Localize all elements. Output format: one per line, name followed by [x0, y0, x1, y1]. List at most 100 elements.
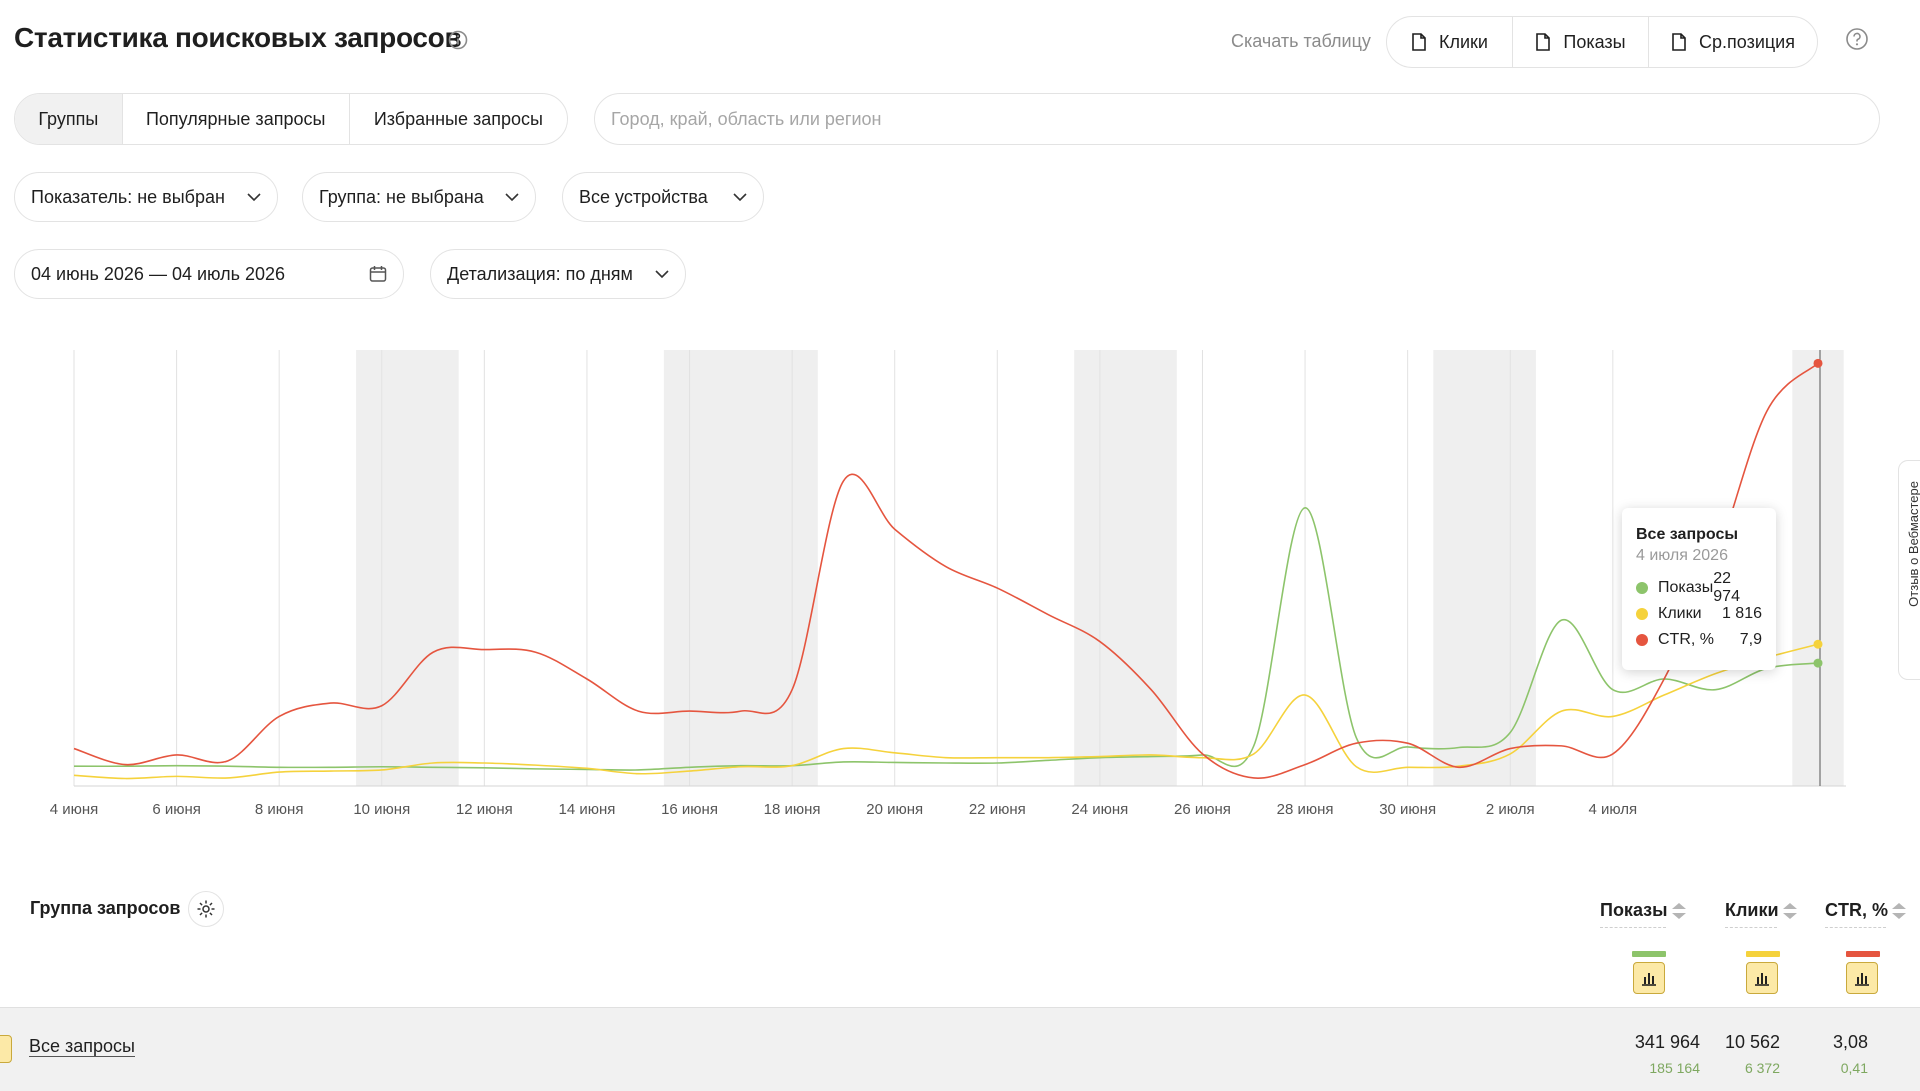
- download-position-label: Ср.позиция: [1699, 31, 1795, 52]
- table-settings-button[interactable]: [188, 891, 224, 927]
- x-tick-label: 24 июня: [1071, 801, 1128, 818]
- tab-favorite-queries[interactable]: Избранные запросы: [373, 108, 543, 129]
- row-shows-value: 341 964: [1634, 1032, 1700, 1052]
- x-tick-label: 2 июля: [1486, 801, 1535, 818]
- region-search-input[interactable]: [594, 93, 1880, 145]
- x-tick-label: 26 июня: [1174, 801, 1231, 818]
- table-row: Все запросы 341 964 185 164 10 562 6 372…: [0, 1007, 1920, 1091]
- gear-icon: [197, 900, 215, 918]
- x-tick-label: 8 июня: [255, 801, 304, 818]
- bar-chart-icon: [1855, 973, 1869, 986]
- shows-line: [73, 506, 1819, 771]
- shows-point: [1813, 658, 1823, 668]
- shows-chart-toggle[interactable]: [1633, 962, 1665, 994]
- detail-dropdown-label: Детализация: по дням: [447, 263, 633, 284]
- clicks-chart-toggle[interactable]: [1746, 962, 1778, 994]
- x-tick-label: 6 июня: [152, 801, 201, 818]
- bar-chart-icon: [1642, 973, 1656, 986]
- weekend-band: [356, 350, 459, 786]
- file-icon: [1672, 33, 1686, 51]
- download-position-button[interactable]: Ср.позиция: [1649, 17, 1817, 67]
- clicks-color-bar: [1746, 951, 1780, 957]
- column-header-clicks[interactable]: Клики: [1725, 900, 1799, 928]
- ctr-point: [1813, 358, 1823, 368]
- chevron-down-icon: [733, 192, 747, 201]
- column-header-shows[interactable]: Показы: [1600, 900, 1688, 928]
- tooltip-row-value: 1 816: [1721, 605, 1762, 622]
- clicks-line: [73, 643, 1819, 780]
- tooltip-row-clicks: Клики 1 816: [1636, 601, 1762, 627]
- download-shows-label: Показы: [1563, 31, 1626, 52]
- weekend-band: [1433, 350, 1536, 786]
- x-tick-label: 16 июня: [661, 801, 718, 818]
- x-tick-label: 4 июля: [1588, 801, 1637, 818]
- row-shows-delta: 185 164: [1649, 1060, 1700, 1076]
- legend-dot: [1636, 608, 1648, 620]
- all-queries-link[interactable]: Все запросы: [29, 1036, 135, 1057]
- x-tick-label: 14 июня: [558, 801, 615, 818]
- x-tick-label: 30 июня: [1379, 801, 1436, 818]
- date-range-picker[interactable]: 04 июнь 2026 — 04 июль 2026: [14, 249, 404, 299]
- download-shows-button[interactable]: Показы: [1513, 17, 1649, 67]
- chevron-down-icon: [505, 192, 519, 201]
- detail-dropdown[interactable]: Детализация: по дням: [430, 249, 686, 299]
- row-ctr-delta: 0,41: [1840, 1060, 1868, 1076]
- shows-color-bar: [1632, 951, 1666, 957]
- chart-tooltip: Все запросы 4 июля 2026 Показы 22 974 Кл…: [1622, 508, 1776, 670]
- x-tick-label: 22 июня: [969, 801, 1026, 818]
- tooltip-date: 4 июля 2026: [1636, 547, 1728, 564]
- sort-icon: [1671, 902, 1686, 919]
- legend-dot: [1636, 634, 1648, 646]
- tooltip-row-ctr: CTR, % 7,9: [1636, 627, 1762, 653]
- tooltip-row-name: Показы: [1657, 579, 1714, 596]
- query-group-header: Группа запросов: [30, 898, 181, 918]
- download-table-label: Скачать таблицу: [1231, 31, 1371, 51]
- date-range-label: 04 июнь 2026 — 04 июль 2026: [31, 263, 286, 284]
- tooltip-row-shows: Показы 22 974: [1636, 570, 1762, 605]
- group-dropdown-label: Группа: не выбрана: [319, 186, 484, 207]
- file-icon: [1412, 33, 1426, 51]
- feedback-tab[interactable]: Отзыв о Вебмастере: [1898, 460, 1920, 680]
- x-tick-label: 12 июня: [456, 801, 513, 818]
- download-button-group: Клики Показы Ср.позиция: [1386, 16, 1818, 68]
- tooltip-row-value: 22 974: [1713, 570, 1740, 605]
- calendar-icon: [369, 266, 387, 282]
- bar-chart-icon: [1755, 973, 1769, 986]
- file-icon: [1536, 33, 1551, 51]
- devices-dropdown[interactable]: Все устройства: [562, 172, 764, 222]
- help-icon[interactable]: [1845, 27, 1869, 51]
- ctr-chart-toggle[interactable]: [1846, 962, 1878, 994]
- page-title: Статистика поисковых запросов: [14, 22, 462, 53]
- devices-dropdown-label: Все устройства: [579, 186, 708, 207]
- view-tabs: Группы Популярные запросы Избранные запр…: [14, 93, 568, 145]
- tab-popular-queries[interactable]: Популярные запросы: [123, 94, 350, 144]
- ctr-line: [73, 362, 1819, 779]
- info-icon[interactable]: [448, 30, 468, 50]
- clicks-point: [1813, 639, 1823, 649]
- download-clicks-button[interactable]: Клики: [1387, 17, 1513, 67]
- column-header-label: Клики: [1725, 900, 1779, 920]
- download-clicks-label: Клики: [1439, 31, 1488, 52]
- ctr-color-bar: [1846, 951, 1880, 957]
- tooltip-row-name: CTR, %: [1658, 631, 1714, 648]
- column-header-ctr[interactable]: CTR, %: [1825, 900, 1908, 928]
- row-chart-marker[interactable]: [0, 1035, 12, 1063]
- sort-icon: [1782, 902, 1797, 919]
- line-chart[interactable]: 4 июня 6 июня 8 июня 10 июня 12 июня 14 июня 1…: [0, 340, 1860, 830]
- tab-groups[interactable]: Группы: [15, 94, 123, 144]
- x-tick-label: 20 июня: [866, 801, 923, 818]
- row-clicks-value: 10 562: [1724, 1032, 1780, 1052]
- weekend-band: [1074, 350, 1177, 786]
- x-tick-label: 10 июня: [353, 801, 410, 818]
- tooltip-row-name: Клики: [1658, 605, 1702, 622]
- x-tick-label: 4 июня: [50, 801, 99, 818]
- weekend-band: [1792, 350, 1844, 786]
- indicator-dropdown-label: Показатель: не выбран: [31, 186, 225, 207]
- row-ctr-value: 3,08: [1832, 1032, 1868, 1052]
- group-dropdown[interactable]: Группа: не выбрана: [302, 172, 536, 222]
- feedback-tab-label: Отзыв о Вебмастере: [1906, 481, 1920, 607]
- row-clicks-delta: 6 372: [1744, 1060, 1780, 1076]
- indicator-dropdown[interactable]: Показатель: не выбран: [14, 172, 278, 222]
- sort-icon: [1892, 902, 1906, 919]
- tooltip-row-value: 7,9: [1739, 631, 1762, 648]
